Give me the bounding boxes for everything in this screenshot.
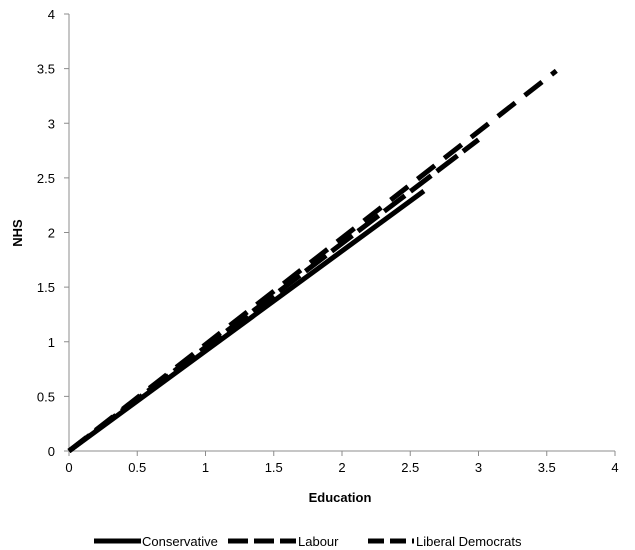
y-tick-label: 4: [48, 7, 55, 22]
y-tick-label: 3: [48, 116, 55, 131]
y-tick-label: 0.5: [37, 389, 55, 404]
y-tick-label: 0: [48, 444, 55, 459]
legend-label: Conservative: [142, 534, 218, 549]
y-ticks: 0 0.5 1 1.5 2 2.5 3 3.5 4: [37, 7, 69, 459]
x-tick-label: 2: [338, 460, 345, 475]
legend-label: Liberal Democrats: [416, 534, 522, 549]
x-tick-label: 3.5: [538, 460, 556, 475]
x-tick-label: 2.5: [401, 460, 419, 475]
series-lines: [67, 68, 558, 454]
y-tick-label: 3.5: [37, 62, 55, 77]
y-tick-label: 1.5: [37, 280, 55, 295]
x-tick-label: 0.5: [128, 460, 146, 475]
legend: Conservative Labour Liberal Democrats: [94, 534, 522, 549]
series-line-liberal-democrats: [67, 68, 558, 453]
y-tick-label: 2: [48, 226, 55, 241]
y-tick-label: 2.5: [37, 171, 55, 186]
x-tick-label: 4: [611, 460, 618, 475]
x-axis-title: Education: [309, 490, 372, 505]
y-tick-label: 1: [48, 335, 55, 350]
x-tick-label: 3: [475, 460, 482, 475]
legend-label: Labour: [298, 534, 339, 549]
y-axis-title: NHS: [10, 219, 25, 247]
series-line-conservative: [67, 188, 426, 454]
x-tick-label: 1.5: [265, 460, 283, 475]
x-tick-label: 0: [65, 460, 72, 475]
x-tick-label: 1: [202, 460, 209, 475]
x-ticks: 0 0.5 1 1.5 2 2.5 3 3.5 4: [65, 451, 619, 475]
